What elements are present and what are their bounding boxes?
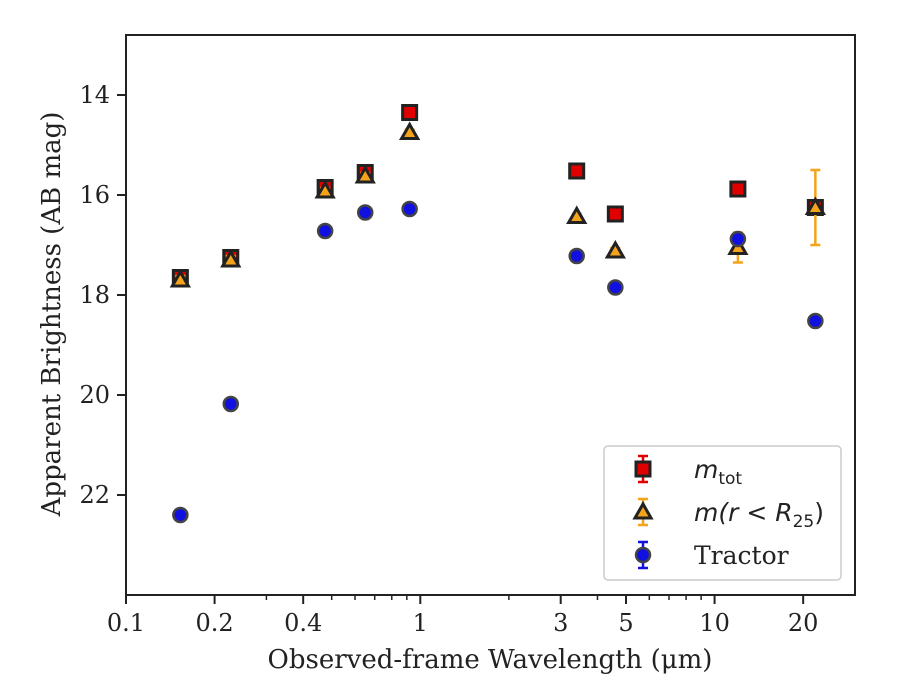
marker-tractor-6 <box>607 279 624 296</box>
marker-tractor-1 <box>222 395 240 413</box>
x-axis-title: Observed-frame Wavelength (μm) <box>268 645 713 675</box>
y-tick-label-0: 14 <box>79 81 110 109</box>
series-mtot <box>171 104 824 286</box>
legend-label-mtot: mtot <box>694 455 742 489</box>
marker-mtot-4 <box>401 104 419 121</box>
legend-marker-mtot <box>634 460 652 478</box>
marker-mr25-5 <box>566 205 588 225</box>
marker-mr25-4 <box>399 121 421 141</box>
x-tick-label-7: 20 <box>788 609 819 637</box>
legend-entry-mtot: mtot <box>634 454 742 489</box>
marker-mr25-1 <box>220 248 242 268</box>
legend-label-mr25: m(r < R25) <box>694 498 824 532</box>
marker-tractor-4 <box>401 200 418 218</box>
marker-tractor-0 <box>172 506 189 524</box>
marker-mtot-5 <box>568 162 586 180</box>
x-tick-label-6: 10 <box>699 609 730 637</box>
marker-mtot-7 <box>729 180 747 198</box>
y-axis-title: Apparent Brightness (AB mag) <box>37 112 67 518</box>
x-tick-label-1: 0.2 <box>196 609 234 637</box>
marker-mr25-6 <box>604 239 626 259</box>
marker-mtot-6 <box>606 205 624 223</box>
marker-mr25-3 <box>354 164 376 184</box>
legend-box <box>603 445 842 581</box>
x-tick-label-2: 0.4 <box>284 609 322 637</box>
plot-area <box>169 104 826 524</box>
marker-mr25-8 <box>804 196 826 216</box>
x-tick-label-5: 5 <box>618 609 633 637</box>
marker-tractor-2 <box>316 222 334 240</box>
series-mr25 <box>169 121 826 288</box>
plot-frame <box>125 34 856 596</box>
marker-tractor-5 <box>568 247 585 265</box>
marker-tractor-3 <box>356 204 374 221</box>
legend-marker-mr25 <box>632 500 654 520</box>
y-tick-label-2: 18 <box>79 281 110 309</box>
legend-entry-tractor: Tractor <box>634 540 789 570</box>
axes: 0.1 0.2 0.4 1 3 5 10 20 14 16 18 20 22 <box>79 34 856 637</box>
y-tick-label-4: 22 <box>79 481 110 509</box>
legend-entry-mr25: m(r < R25) <box>632 497 824 532</box>
y-tick-label-3: 20 <box>79 381 110 409</box>
marker-tractor-7 <box>729 230 747 248</box>
x-tick-label-3: 1 <box>413 609 428 637</box>
x-tick-label-0: 0.1 <box>107 609 145 637</box>
marker-mr25-0 <box>169 268 191 288</box>
y-tick-label-1: 16 <box>79 181 110 209</box>
marker-mr25-2 <box>314 179 336 199</box>
marker-tractor-8 <box>807 312 824 330</box>
legend: mtot m(r < R25) Tractor <box>603 445 842 581</box>
series-tractor <box>172 200 824 524</box>
legend-label-tractor: Tractor <box>694 541 789 570</box>
legend-marker-tractor <box>634 546 652 564</box>
x-tick-label-4: 3 <box>553 609 568 637</box>
